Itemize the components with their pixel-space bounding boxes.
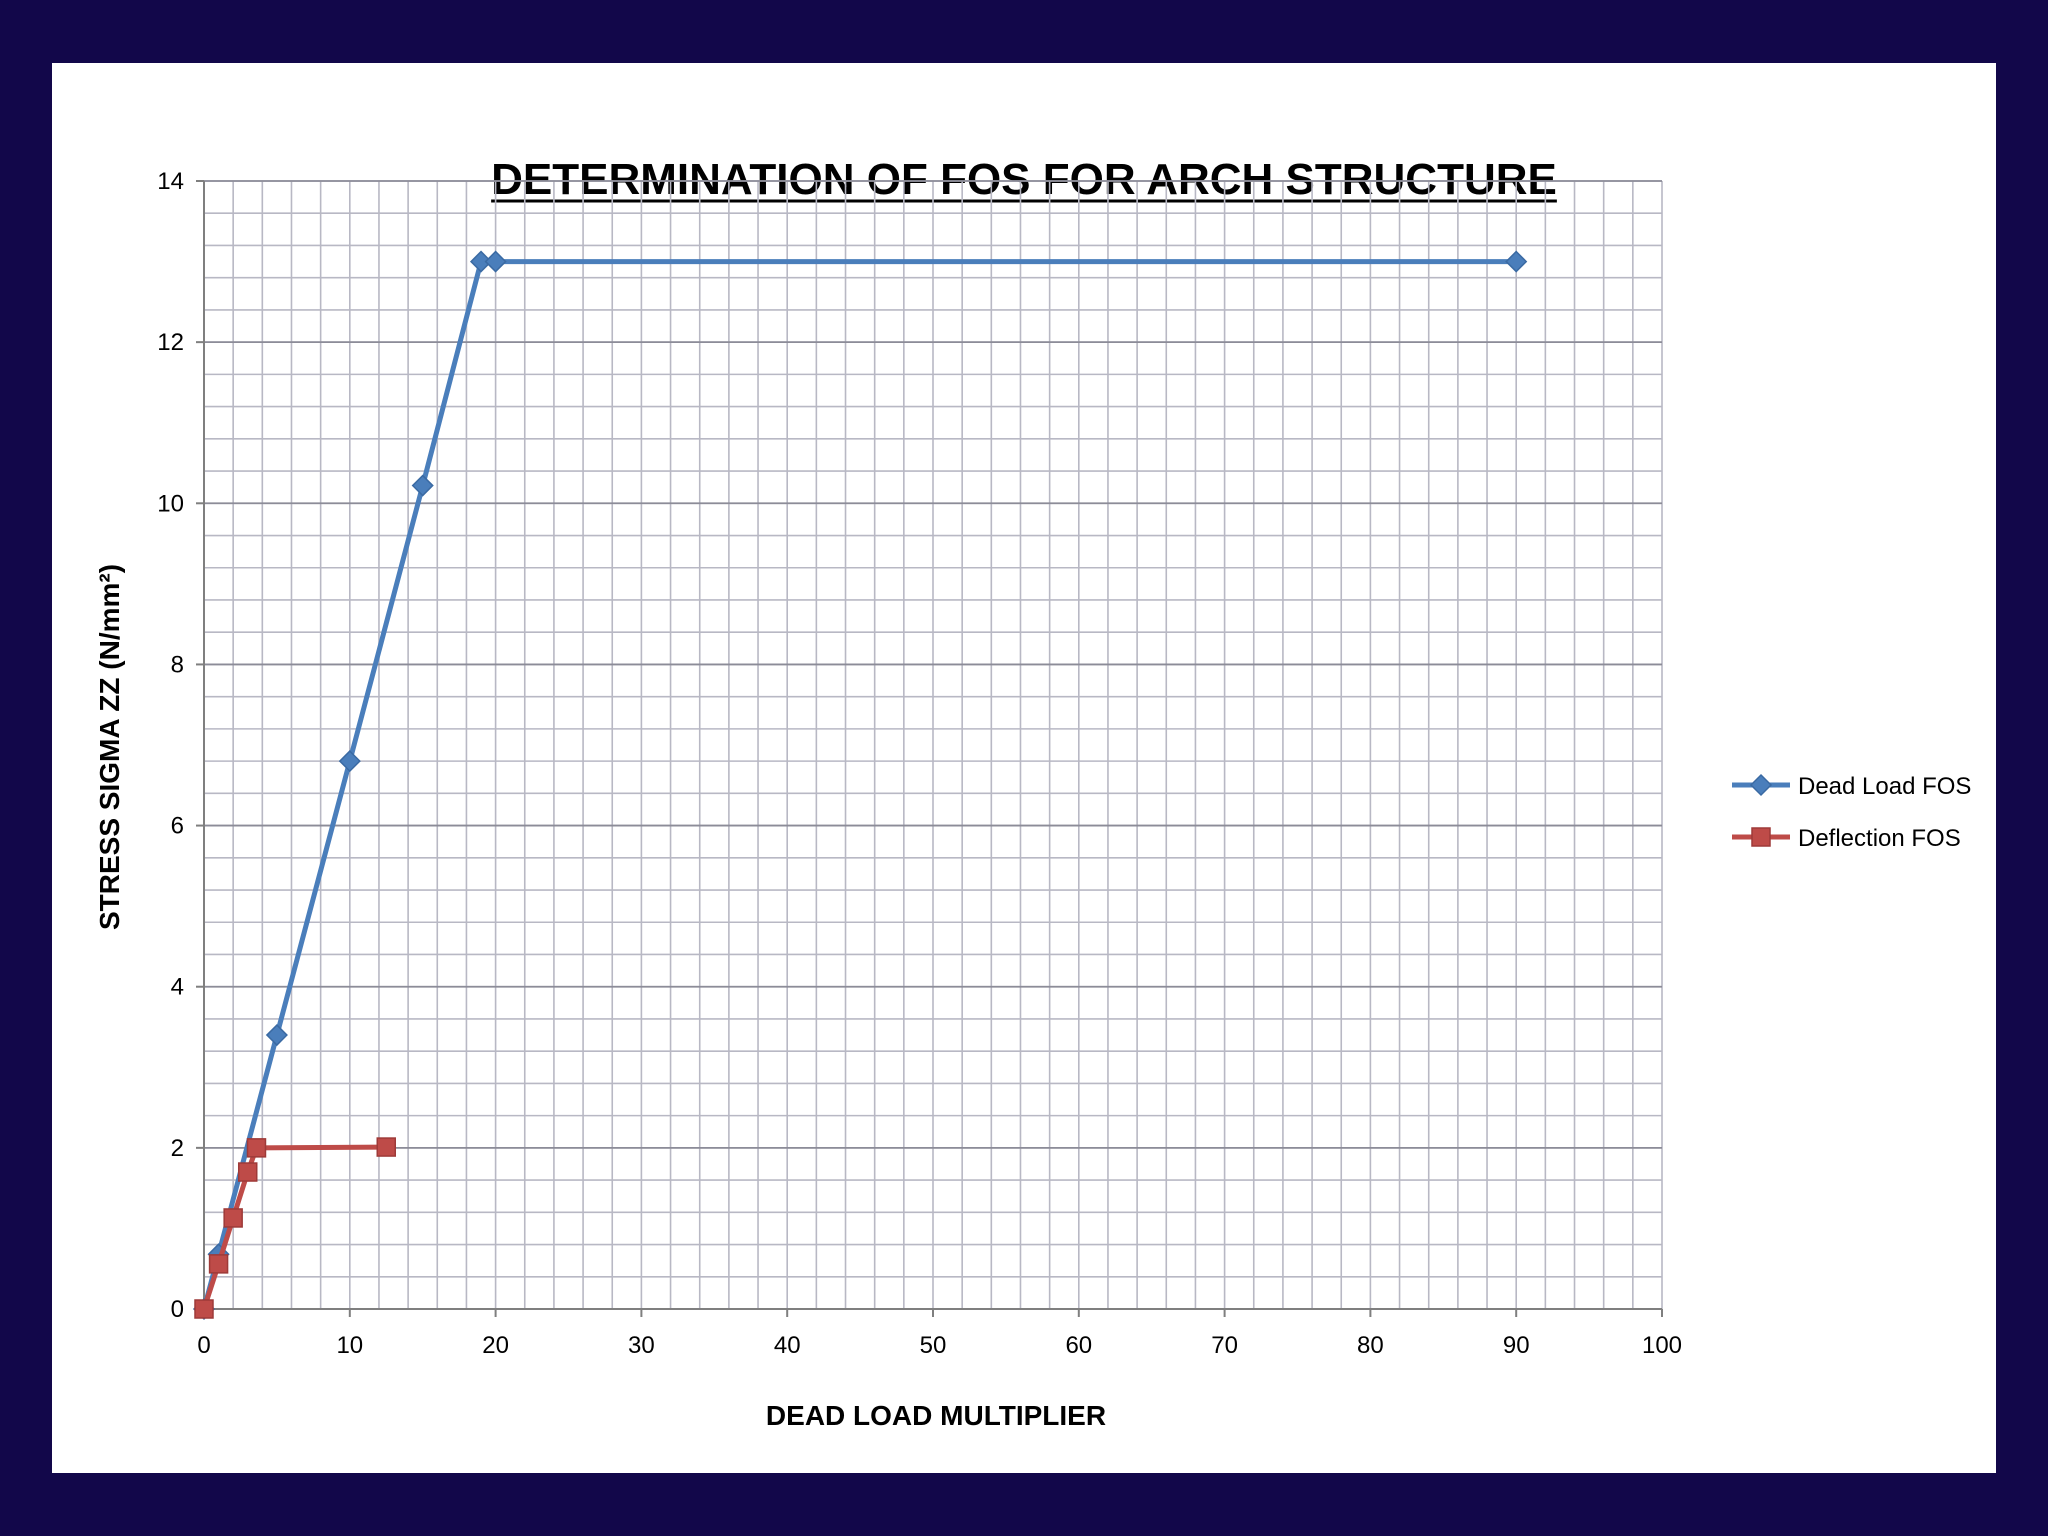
data-point-diamond [411, 474, 434, 497]
y-tick-label: 10 [157, 490, 184, 517]
x-tick-label: 10 [336, 1332, 363, 1359]
data-point-diamond [1505, 250, 1528, 273]
x-tick-label: 60 [1065, 1332, 1092, 1359]
y-axis-title: STRESS SIGMA ZZ (N/mm²) [94, 564, 125, 930]
x-tick-label: 40 [774, 1332, 801, 1359]
legend-item: Deflection FOS [1732, 825, 1961, 852]
x-tick-label: 100 [1642, 1332, 1682, 1359]
x-axis-title: DEAD LOAD MULTIPLIER [766, 1400, 1106, 1431]
data-point-diamond [338, 750, 361, 773]
series-layer [192, 250, 1528, 1321]
data-point-square [246, 1138, 267, 1158]
data-point-square [208, 1254, 229, 1274]
x-tick-label: 90 [1503, 1332, 1530, 1359]
legend-label: Deflection FOS [1798, 825, 1961, 852]
legend-item: Dead Load FOS [1732, 773, 1971, 800]
x-tick-label: 20 [482, 1332, 509, 1359]
x-tick-label: 0 [197, 1332, 210, 1359]
data-point-square [223, 1208, 243, 1228]
data-point-square [376, 1137, 396, 1157]
data-point-diamond [1749, 773, 1773, 797]
data-point-diamond [469, 250, 493, 273]
y-tick-label: 4 [171, 974, 184, 1001]
legend-label: Dead Load FOS [1798, 773, 1971, 800]
axes [196, 180, 1663, 1317]
chart: DETERMINATION OF FOS FOR ARCH STRUCTURE … [94, 155, 1971, 1431]
y-tick-label: 2 [171, 1135, 184, 1162]
data-point-square [194, 1299, 214, 1319]
y-tick-label: 6 [171, 813, 184, 840]
series-dead-load-fos [192, 250, 1528, 1321]
series-deflection-fos [194, 1137, 396, 1319]
x-tick-label: 80 [1357, 1332, 1384, 1359]
data-point-diamond [265, 1023, 288, 1047]
legend: Dead Load FOS Deflection FOS [1732, 773, 1971, 852]
x-tick-label: 30 [628, 1332, 655, 1359]
y-tick-labels: 0 2 4 6 8 10 12 14 [157, 168, 184, 1323]
x-tick-label: 50 [920, 1332, 947, 1359]
data-point-square [237, 1162, 258, 1182]
x-tick-label: 70 [1211, 1332, 1238, 1359]
x-tick-labels: 0 10 20 30 40 50 60 70 80 90 100 [197, 1332, 1682, 1359]
y-tick-label: 8 [171, 651, 184, 678]
y-tick-label: 14 [157, 168, 184, 195]
series-line [201, 259, 1517, 1310]
data-point-square [1751, 827, 1771, 847]
series-line [201, 1144, 387, 1310]
y-tick-label: 0 [171, 1296, 184, 1323]
y-tick-label: 12 [157, 329, 184, 356]
slide-canvas: DETERMINATION OF FOS FOR ARCH STRUCTURE … [52, 63, 1996, 1473]
data-point-diamond [484, 250, 507, 273]
chart-title: DETERMINATION OF FOS FOR ARCH STRUCTURE [491, 155, 1557, 204]
grid-minor [203, 180, 1663, 1310]
